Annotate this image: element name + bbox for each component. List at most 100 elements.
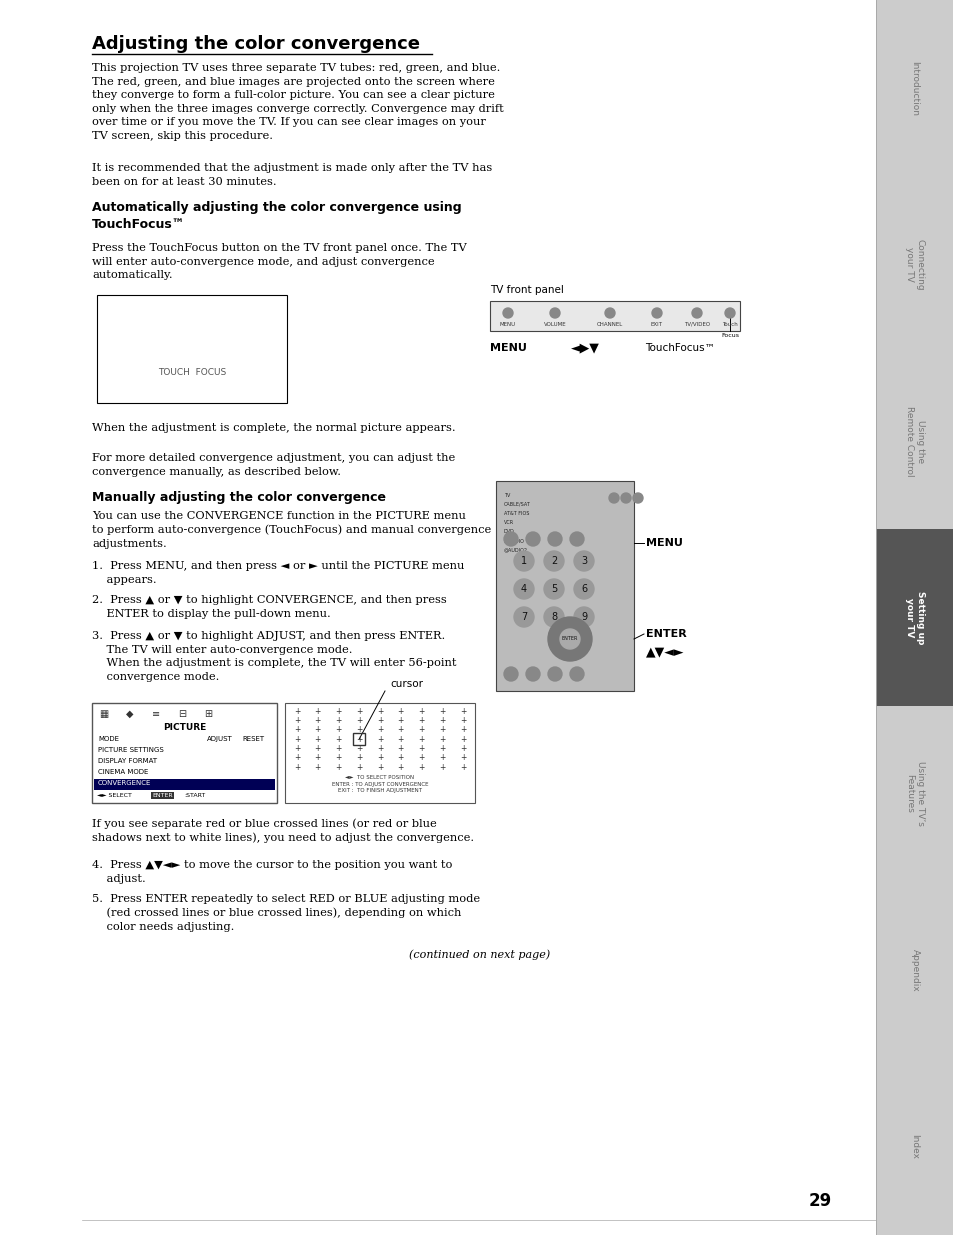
Text: PICTURE: PICTURE [163,722,206,732]
Bar [875,353,953,530]
Text: Focus: Focus [720,333,739,338]
Text: +: + [314,706,320,715]
Text: DVD: DVD [503,529,515,534]
Text: +: + [459,743,466,753]
Text: +: + [294,743,300,753]
Circle shape [620,493,630,503]
Text: 29: 29 [807,1192,831,1210]
Text: ▦: ▦ [99,709,109,719]
Text: ENTER: ENTER [561,636,578,641]
Text: ADJUST: ADJUST [207,736,233,742]
Text: +: + [459,753,466,762]
Text: If you see separate red or blue crossed lines (or red or blue
shadows next to wh: If you see separate red or blue crossed … [91,818,474,844]
Text: +: + [314,725,320,734]
Text: cursor: cursor [390,679,422,689]
Circle shape [547,618,592,661]
Text: +: + [355,706,362,715]
Text: :START: :START [184,793,205,798]
Text: Touch: Touch [721,322,737,327]
Text: CONVERGENCE: CONVERGENCE [98,781,152,785]
Text: ◄▶▼: ◄▶▼ [570,341,598,354]
Circle shape [547,667,561,680]
Text: +: + [438,762,445,772]
Circle shape [502,308,513,317]
Text: 7: 7 [520,613,527,622]
Text: +: + [355,753,362,762]
Text: 2: 2 [550,556,557,566]
Text: +: + [335,716,341,725]
Circle shape [569,532,583,546]
Text: TV front panel: TV front panel [490,285,563,295]
Text: +: + [376,716,383,725]
Text: +: + [294,706,300,715]
Circle shape [691,308,701,317]
Text: +: + [397,735,403,743]
Text: VOLUME: VOLUME [543,322,566,327]
Text: CINEMA MODE: CINEMA MODE [98,769,149,776]
Text: AT&T FIOS: AT&T FIOS [503,511,529,516]
Text: 5.  Press ENTER repeatedly to select RED or BLUE adjusting mode
    (red crossed: 5. Press ENTER repeatedly to select RED … [91,894,479,932]
Text: 6: 6 [580,584,586,594]
Text: +: + [335,743,341,753]
Text: +: + [417,716,424,725]
Circle shape [503,667,517,680]
Text: RESET: RESET [242,736,264,742]
Text: ENTER: ENTER [152,793,172,798]
Circle shape [514,606,534,627]
Text: 3.  Press ▲ or ▼ to highlight ADJUST, and then press ENTER.
    The TV will ente: 3. Press ▲ or ▼ to highlight ADJUST, and… [91,631,456,682]
Text: +: + [438,735,445,743]
Text: 3: 3 [580,556,586,566]
Text: +: + [417,735,424,743]
Text: 1.  Press MENU, and then press ◄ or ► until the PICTURE menu
    appears.: 1. Press MENU, and then press ◄ or ► unt… [91,561,464,584]
Text: It is recommended that the adjustment is made only after the TV has
been on for : It is recommended that the adjustment is… [91,163,492,186]
Text: +: + [397,753,403,762]
Text: +: + [438,706,445,715]
Circle shape [543,606,563,627]
Circle shape [574,551,594,571]
Text: Connecting
your TV: Connecting your TV [904,238,923,290]
Text: VCR: VCR [503,520,514,525]
Text: +: + [459,716,466,725]
Bar [490,301,740,331]
Circle shape [525,532,539,546]
Text: +: + [438,725,445,734]
Text: +: + [294,762,300,772]
Text: +: + [376,706,383,715]
Text: (continued on next page): (continued on next page) [409,948,550,960]
Text: 2.  Press ▲ or ▼ to highlight CONVERGENCE, and then press
    ENTER to display t: 2. Press ▲ or ▼ to highlight CONVERGENCE… [91,595,446,619]
Text: +: + [314,762,320,772]
Text: When the adjustment is complete, the normal picture appears.: When the adjustment is complete, the nor… [91,424,456,433]
Bar [875,882,953,1058]
Text: PICTURE SETTINGS: PICTURE SETTINGS [98,747,164,753]
Circle shape [543,579,563,599]
Text: MENU: MENU [490,343,526,353]
Text: Manually adjusting the color convergence: Manually adjusting the color convergence [91,492,386,504]
Circle shape [633,493,642,503]
Text: +: + [294,735,300,743]
Text: +: + [376,743,383,753]
Bar [285,703,475,803]
Text: TV: TV [503,493,510,498]
Text: @AUDIO2: @AUDIO2 [503,547,527,552]
Text: +: + [355,716,362,725]
Bar [94,779,274,790]
Text: 4.  Press ▲▼◄► to move the cursor to the position you want to
    adjust.: 4. Press ▲▼◄► to move the cursor to the … [91,860,452,883]
Text: +: + [335,735,341,743]
Text: +: + [376,725,383,734]
Circle shape [608,493,618,503]
Text: +: + [417,743,424,753]
Text: +: + [335,725,341,734]
Text: You can use the CONVERGENCE function in the PICTURE menu
to perform auto-converg: You can use the CONVERGENCE function in … [91,511,491,550]
Text: For more detailed convergence adjustment, you can adjust the
convergence manuall: For more detailed convergence adjustment… [91,453,455,477]
Text: +: + [417,753,424,762]
Text: +: + [376,753,383,762]
Text: +: + [376,735,383,743]
Text: +: + [459,706,466,715]
Text: +: + [335,706,341,715]
Circle shape [550,308,559,317]
Text: 9: 9 [580,613,586,622]
Text: Automatically adjusting the color convergence using
TouchFocus™: Automatically adjusting the color conver… [91,201,461,231]
Bar [91,703,276,803]
Text: DISPLAY FORMAT: DISPLAY FORMAT [98,758,157,764]
Bar [353,734,365,745]
